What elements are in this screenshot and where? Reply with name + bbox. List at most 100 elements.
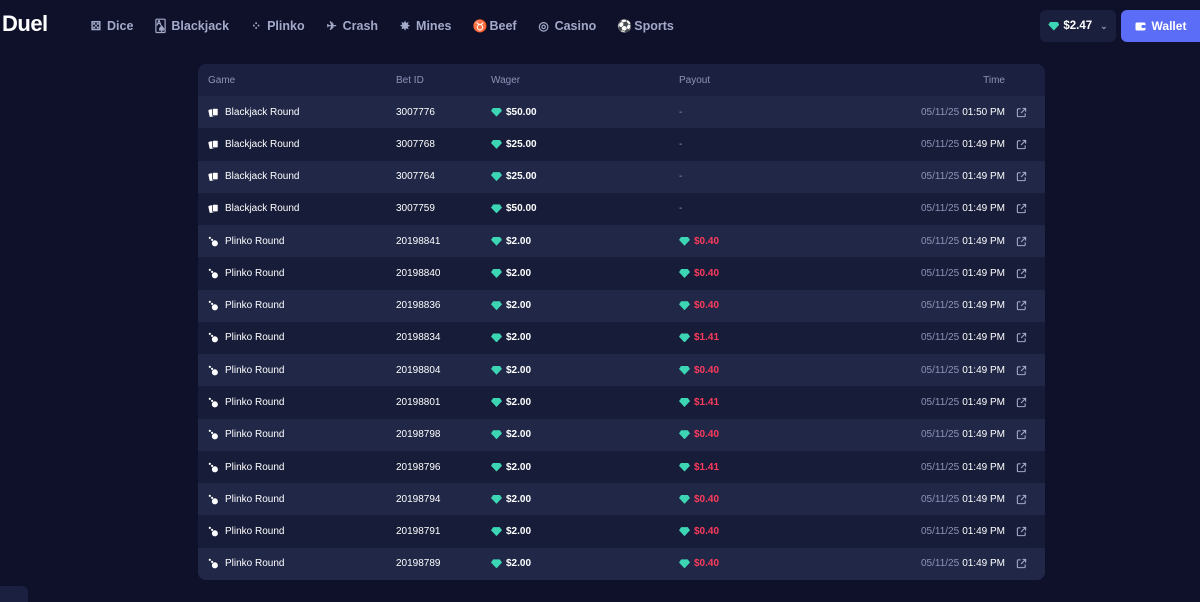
payout-amount: $0.40: [694, 267, 720, 279]
plinko-icon: [208, 462, 218, 472]
wager-amount: $50.00: [506, 203, 537, 215]
nav-dice[interactable]: ⚄ Dice: [90, 19, 134, 33]
open-bet-link[interactable]: [1016, 354, 1027, 386]
payout-amount: $0.40: [694, 526, 720, 538]
table-row[interactable]: Plinko Round 20198798 $2.00 $0.40 05/11/25 01…: [198, 418, 1045, 451]
cell-game: Plinko Round: [208, 225, 284, 257]
open-bet-link[interactable]: [1016, 257, 1027, 289]
gem-icon: [679, 494, 690, 504]
nav-mines[interactable]: ✸ Mines: [399, 19, 451, 33]
nav-casino[interactable]: ◎ Casino: [538, 19, 597, 33]
bet-hour: 01:49 PM: [962, 267, 1005, 279]
open-bet-link[interactable]: [1016, 161, 1027, 193]
game-name: Blackjack Round: [225, 203, 300, 215]
gem-icon: [491, 430, 502, 440]
table-row[interactable]: Plinko Round 20198836 $2.00 $0.40 05/11/25 01…: [198, 289, 1045, 322]
gem-icon: [679, 301, 690, 311]
table-row[interactable]: Blackjack Round 3007768 $25.00 - 05/11/25 01:…: [198, 128, 1045, 161]
payout-amount: $0.40: [694, 429, 720, 441]
gem-icon: [491, 494, 502, 504]
cell-time: 05/11/25 01:49 PM: [921, 161, 1005, 193]
cards-icon: [208, 139, 219, 149]
open-bet-link[interactable]: [1016, 193, 1027, 225]
table-row[interactable]: Blackjack Round 3007776 $50.00 - 05/11/25 01:…: [198, 96, 1045, 129]
cell-bet-id: 20198798: [396, 429, 441, 441]
table-row[interactable]: Plinko Round 20198804 $2.00 $0.40 05/11/25 01…: [198, 354, 1045, 387]
table-row[interactable]: Plinko Round 20198789 $2.00 $0.40 05/11/25 01…: [198, 547, 1045, 580]
cell-time: 05/11/25 01:49 PM: [921, 386, 1005, 418]
open-bet-link[interactable]: [1016, 322, 1027, 354]
external-link-icon: [1016, 171, 1027, 182]
cell-time: 05/11/25 01:49 PM: [921, 193, 1005, 225]
game-name: Plinko Round: [225, 332, 285, 344]
cards-icon: 🂡: [154, 19, 167, 33]
game-name: Blackjack Round: [225, 138, 300, 150]
table-row[interactable]: Blackjack Round 3007764 $25.00 - 05/11/25 01:…: [198, 160, 1045, 193]
open-bet-link[interactable]: [1016, 290, 1027, 322]
payout-amount: -: [679, 171, 683, 183]
open-bet-link[interactable]: [1016, 96, 1027, 128]
cell-bet-id: 20198791: [396, 526, 441, 538]
gem-icon: [491, 236, 502, 246]
open-bet-link[interactable]: [1016, 419, 1027, 451]
nav-plinko[interactable]: ⁘ Plinko: [250, 19, 305, 33]
game-name: Plinko Round: [225, 429, 285, 441]
balance-dropdown[interactable]: $2.47 ⌄: [1040, 10, 1116, 42]
nav-beef[interactable]: ♉ Beef: [472, 19, 516, 33]
nav-label: Plinko: [267, 19, 305, 33]
bet-date: 05/11/25: [921, 138, 960, 150]
cell-time: 05/11/25 01:49 PM: [921, 419, 1005, 451]
table-row[interactable]: Plinko Round 20198796 $2.00 $1.41 05/11/25 01…: [198, 450, 1045, 484]
plinko-icon: [208, 333, 218, 343]
nav-sports[interactable]: ⚽ Sports: [617, 19, 674, 33]
cell-time: 05/11/25 01:49 PM: [921, 515, 1005, 547]
bet-date: 05/11/25: [921, 526, 960, 538]
cell-time: 05/11/25 01:49 PM: [921, 225, 1005, 257]
table-row[interactable]: Plinko Round 20198834 $2.00 $1.41 05/11/25 01…: [198, 321, 1045, 355]
plinko-icon: [208, 300, 218, 311]
nav-label: Casino: [554, 19, 597, 33]
cell-game: Plinko Round: [208, 483, 284, 515]
cell-bet-id: 3007768: [396, 138, 435, 150]
nav-crash[interactable]: ✈ Crash: [326, 19, 378, 33]
open-bet-link[interactable]: [1016, 225, 1027, 257]
game-name: Plinko Round: [225, 300, 285, 312]
main-nav: ⚄ Dice 🂡 Blackjack ⁘ Plinko ✈ Crash ✸ Mi…: [90, 0, 674, 52]
bet-hour: 01:49 PM: [962, 332, 1005, 344]
table-row[interactable]: Plinko Round 20198794 $2.00 $0.40 05/11/25 01…: [198, 483, 1045, 516]
table-row[interactable]: Plinko Round 20198791 $2.00 $0.40 05/11/25 01…: [198, 515, 1045, 548]
table-row[interactable]: Blackjack Round 3007759 $50.00 - 05/11/25 01:…: [198, 192, 1045, 226]
gem-icon: [491, 462, 502, 472]
cell-bet-id: 3007776: [396, 106, 435, 118]
external-link-icon: [1016, 333, 1027, 343]
open-bet-link[interactable]: [1016, 451, 1027, 483]
open-bet-link[interactable]: [1016, 515, 1027, 547]
open-bet-link[interactable]: [1016, 386, 1027, 418]
open-bet-link[interactable]: [1016, 548, 1027, 580]
brand-logo[interactable]: Duel: [2, 11, 48, 36]
wager-amount: $25.00: [506, 138, 537, 150]
cell-payout: $1.41: [679, 451, 719, 483]
cell-payout: $0.40: [679, 515, 719, 547]
table-row[interactable]: Plinko Round 20198801 $2.00 $1.41 05/11/25 01…: [198, 386, 1045, 419]
bet-date: 05/11/25: [921, 364, 960, 376]
gem-icon: [491, 527, 502, 537]
corner-tab[interactable]: [0, 586, 28, 602]
table-row[interactable]: Plinko Round 20198840 $2.00 $0.40 05/11/25 01…: [198, 257, 1045, 290]
table-row[interactable]: Plinko Round 20198841 $2.00 $0.40 05/11/25 01…: [198, 225, 1045, 258]
plinko-icon: [208, 526, 218, 537]
open-bet-link[interactable]: [1016, 483, 1027, 515]
cell-game: Blackjack Round: [208, 193, 299, 225]
cell-wager: $2.00: [491, 225, 531, 257]
bet-hour: 01:49 PM: [962, 558, 1005, 570]
external-link-icon: [1016, 462, 1027, 472]
gem-icon: [679, 430, 690, 440]
wallet-button[interactable]: Wallet: [1121, 10, 1200, 42]
open-bet-link[interactable]: [1016, 128, 1027, 160]
bet-hour: 01:49 PM: [962, 138, 1005, 150]
game-name: Blackjack Round: [225, 106, 300, 118]
plinko-icon: [208, 559, 218, 569]
bet-date: 05/11/25: [921, 493, 960, 505]
nav-blackjack[interactable]: 🂡 Blackjack: [154, 19, 229, 33]
bet-hour: 01:50 PM: [962, 106, 1005, 118]
